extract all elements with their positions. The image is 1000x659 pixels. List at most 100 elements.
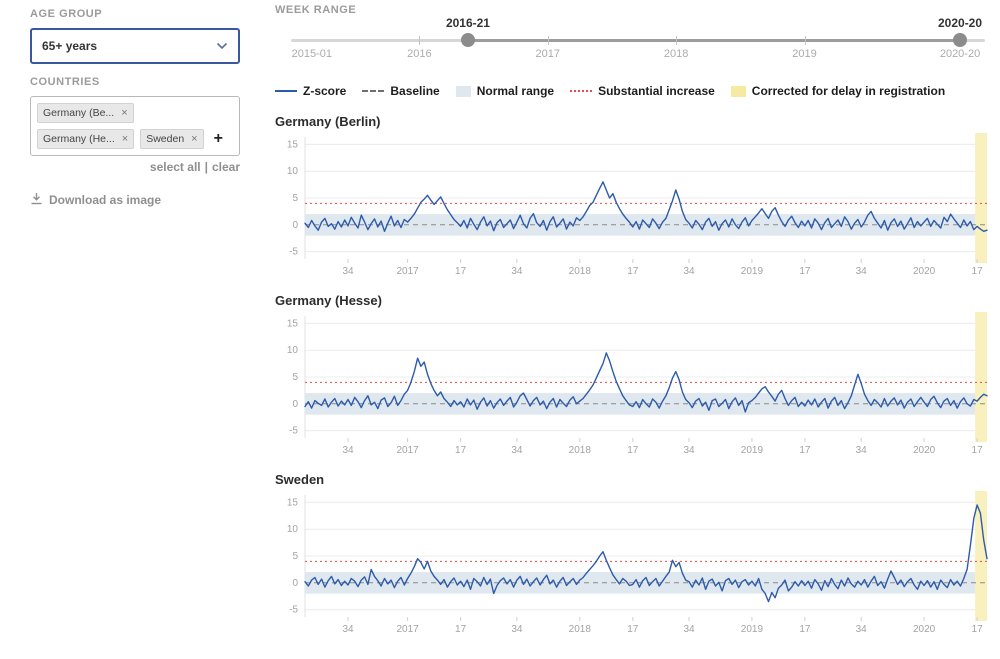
chart-title: Germany (Berlin) — [275, 114, 381, 129]
clear-link[interactable]: clear — [211, 160, 240, 174]
legend-item-zscore: Z-score — [275, 84, 346, 98]
svg-text:2020: 2020 — [913, 624, 936, 635]
countries-label: COUNTRIES — [30, 76, 100, 88]
slider-track-tick — [804, 36, 806, 45]
chart-block-germany-hesse: Germany (Hesse) 15 10 5 0 -5 34 2017 17 34 2018 17… — [275, 293, 990, 462]
country-chip-germany-hesse[interactable]: Germany (He... × — [37, 129, 135, 149]
svg-text:0: 0 — [292, 220, 298, 231]
download-image-button[interactable]: Download as image — [30, 192, 240, 208]
countries-multiselect[interactable]: Germany (Be... × Germany (He... × Sweden… — [30, 96, 240, 156]
svg-text:10: 10 — [287, 524, 299, 535]
svg-text:0: 0 — [292, 578, 298, 589]
svg-text:5: 5 — [292, 372, 298, 383]
slider-handle-start[interactable] — [460, 33, 475, 47]
legend-label: Z-score — [303, 84, 347, 98]
slider-axis-label: 2017 — [535, 48, 561, 60]
selection-links: select all | clear — [30, 160, 240, 174]
legend-item-substantial-increase: Substantial increase — [570, 84, 715, 98]
svg-text:15: 15 — [287, 497, 299, 508]
svg-text:17: 17 — [455, 445, 467, 456]
svg-text:2019: 2019 — [741, 445, 764, 456]
normal-range-swatch — [455, 85, 471, 97]
add-country-button[interactable]: + — [213, 130, 223, 147]
legend-item-baseline: Baseline — [362, 84, 440, 98]
svg-text:34: 34 — [342, 266, 354, 277]
substantial-increase-swatch — [570, 90, 593, 92]
svg-text:17: 17 — [799, 624, 811, 635]
svg-text:10: 10 — [287, 345, 299, 356]
corrected-swatch — [730, 85, 746, 97]
slider-track-tick — [419, 36, 421, 45]
main-content: WEEK RANGE 2016-21 2020-20 2015-01 2016 20… — [275, 4, 990, 659]
svg-text:-5: -5 — [289, 605, 298, 616]
svg-text:34: 34 — [511, 624, 523, 635]
slider-track-tick — [547, 36, 549, 45]
svg-text:17: 17 — [455, 624, 467, 635]
zscore-chart-germany-hesse: 15 10 5 0 -5 34 2017 17 34 2018 17 34 2019 17 34 2020 17 — [287, 312, 988, 456]
legend-label: Substantial increase — [598, 84, 715, 98]
country-chip-sweden[interactable]: Sweden × — [140, 129, 204, 149]
svg-text:34: 34 — [683, 445, 695, 456]
svg-text:34: 34 — [683, 624, 695, 635]
chip-label: Germany (He... — [43, 133, 115, 145]
zscore-line-swatch — [275, 90, 297, 92]
svg-text:2019: 2019 — [741, 624, 764, 635]
svg-text:17: 17 — [627, 266, 639, 277]
chart-title: Sweden — [275, 472, 325, 487]
age-group-value: 65+ years — [42, 39, 98, 53]
legend-label: Corrected for delay in registration — [751, 84, 946, 98]
svg-text:10: 10 — [287, 166, 299, 177]
svg-text:17: 17 — [627, 445, 639, 456]
remove-icon[interactable]: × — [121, 107, 128, 119]
svg-text:34: 34 — [856, 445, 868, 456]
svg-text:34: 34 — [511, 445, 523, 456]
remove-icon[interactable]: × — [191, 133, 198, 145]
age-group-select[interactable]: 65+ years — [30, 28, 240, 64]
zscore-chart-sweden: 15 10 5 0 -5 34 2017 17 34 2018 17 34 2019 17 34 2020 17 — [287, 491, 988, 635]
download-icon — [30, 192, 43, 208]
slider-handle-end[interactable] — [953, 33, 968, 47]
slider-end-value: 2020-20 — [937, 16, 983, 30]
svg-text:17: 17 — [972, 266, 984, 277]
legend-item-normal-range: Normal range — [455, 84, 555, 98]
slider-axis-label: 2016 — [407, 48, 432, 60]
svg-text:15: 15 — [287, 139, 299, 150]
svg-text:17: 17 — [455, 266, 467, 277]
svg-text:-5: -5 — [289, 426, 298, 437]
legend-label: Baseline — [390, 84, 440, 98]
slider-axis-label: 2019 — [792, 48, 817, 60]
svg-text:2017: 2017 — [396, 624, 419, 635]
svg-text:2020: 2020 — [913, 445, 936, 456]
select-all-link[interactable]: select all — [149, 160, 201, 174]
download-label: Download as image — [49, 193, 162, 207]
svg-text:17: 17 — [627, 624, 639, 635]
svg-text:2020: 2020 — [913, 266, 936, 277]
svg-text:34: 34 — [856, 266, 868, 277]
age-group-label: AGE GROUP — [30, 8, 103, 20]
chart-legend: Z-score Baseline Normal range Substantia… — [275, 84, 945, 98]
chart-block-germany-berlin: Germany (Berlin) 15 10 5 0 -5 34 2017 17 34 2018 1… — [275, 114, 990, 283]
svg-text:17: 17 — [799, 445, 811, 456]
svg-text:2018: 2018 — [569, 624, 592, 635]
remove-icon[interactable]: × — [121, 133, 129, 145]
svg-text:34: 34 — [856, 624, 868, 635]
svg-text:0: 0 — [292, 399, 298, 410]
slider-axis-label: 2018 — [663, 48, 689, 60]
chevron-down-icon — [216, 37, 228, 55]
chart-title: Germany (Hesse) — [275, 293, 382, 308]
legend-item-corrected: Corrected for delay in registration — [730, 84, 946, 98]
svg-text:17: 17 — [972, 624, 984, 635]
slider-axis-label: 2015-01 — [291, 48, 332, 60]
chip-label: Germany (Be... — [43, 107, 115, 119]
svg-text:2017: 2017 — [396, 266, 419, 277]
country-chip-germany-berlin[interactable]: Germany (Be... × — [37, 103, 134, 123]
svg-text:15: 15 — [287, 318, 299, 329]
legend-label: Normal range — [476, 84, 555, 98]
week-range-slider[interactable]: 2016-21 2020-20 2015-01 2016 2017 2018 2019 2… — [291, 16, 985, 68]
svg-text:34: 34 — [342, 445, 354, 456]
svg-text:34: 34 — [511, 266, 523, 277]
sidebar: AGE GROUP 65+ years COUNTRIES Germany (B… — [30, 4, 240, 208]
svg-text:2018: 2018 — [569, 445, 592, 456]
svg-text:34: 34 — [342, 624, 354, 635]
